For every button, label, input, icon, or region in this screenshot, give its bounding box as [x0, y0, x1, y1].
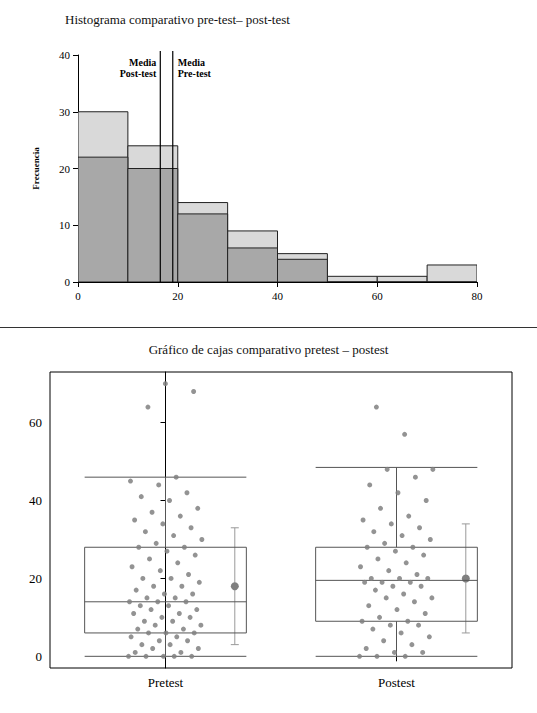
svg-text:Post-test: Post-test [120, 68, 157, 79]
svg-text:60: 60 [29, 415, 42, 430]
svg-text:Histograma comparativo pre-tes: Histograma comparativo pre-test– post-te… [65, 12, 290, 27]
svg-text:40: 40 [29, 493, 42, 508]
svg-text:Pretest: Pretest [148, 675, 184, 690]
svg-text:Pre-test: Pre-test [178, 68, 212, 79]
svg-text:20: 20 [172, 290, 184, 302]
svg-text:Media: Media [129, 57, 156, 68]
svg-text:Frecuencia: Frecuencia [31, 147, 41, 190]
svg-text:60: 60 [372, 290, 384, 302]
svg-text:40: 40 [59, 49, 71, 61]
svg-text:30: 30 [59, 106, 71, 118]
svg-text:40: 40 [272, 290, 284, 302]
svg-text:20: 20 [59, 163, 71, 175]
svg-text:0: 0 [75, 290, 81, 302]
svg-text:0: 0 [65, 276, 71, 288]
svg-text:Postest: Postest [378, 675, 415, 690]
svg-text:10: 10 [59, 219, 71, 231]
svg-text:20: 20 [29, 571, 42, 586]
svg-text:Media: Media [178, 57, 205, 68]
svg-text:80: 80 [472, 290, 484, 302]
svg-text:Gráfico de cajas comparativo p: Gráfico de cajas comparativo pretest – p… [149, 342, 389, 357]
svg-text:0: 0 [36, 649, 43, 664]
